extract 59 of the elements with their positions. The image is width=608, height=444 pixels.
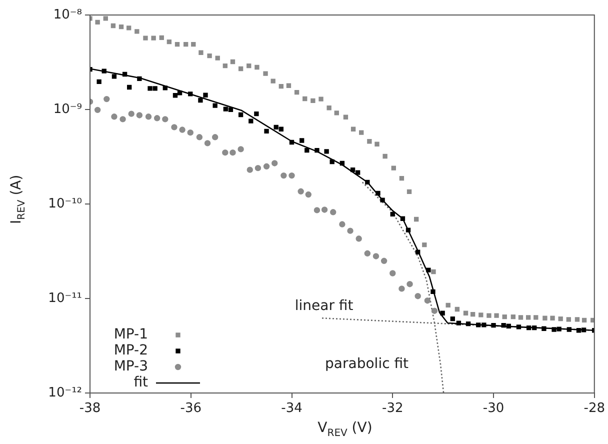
point [238, 146, 244, 152]
point [390, 270, 396, 276]
point [372, 253, 380, 260]
x-tick-label: -38 [79, 401, 101, 416]
point [321, 206, 328, 213]
point [424, 298, 431, 304]
x-tick-label: -34 [281, 401, 302, 416]
x-tick-label: -28 [584, 401, 605, 416]
point [111, 114, 118, 120]
point [254, 164, 262, 172]
y-tick-label: 10⁻¹² [48, 385, 82, 400]
point [298, 188, 304, 194]
point [222, 149, 228, 156]
point [94, 106, 101, 114]
point [288, 172, 295, 179]
point [398, 286, 405, 292]
point [431, 308, 438, 314]
x-tick-label: -36 [180, 401, 202, 416]
point [196, 134, 203, 140]
x-axis-title: V$_{REV}$ (V) [316, 420, 374, 439]
point [263, 163, 270, 170]
point [272, 160, 278, 166]
point [162, 116, 168, 122]
x-tick-label: -30 [482, 401, 504, 416]
x-tick-label: -32 [382, 401, 404, 416]
legend-label: MP-3 [114, 358, 148, 375]
legend-label: fit [134, 374, 149, 391]
point [305, 191, 312, 198]
y-tick-label: 10⁻¹⁰ [48, 196, 82, 212]
point [120, 116, 126, 122]
point [314, 207, 320, 214]
annotation: linear fit [294, 298, 354, 314]
point [230, 149, 236, 156]
point [187, 129, 194, 136]
point [406, 281, 413, 288]
point [364, 250, 371, 257]
point [136, 112, 143, 118]
point [330, 209, 336, 216]
point [339, 221, 346, 228]
point [347, 228, 354, 234]
y-tick-label: 10⁻⁹ [53, 102, 82, 117]
point [171, 124, 178, 130]
point [356, 236, 362, 242]
y-tick-label: 10⁻¹¹ [48, 290, 82, 306]
annotation: parabolic fit [325, 356, 410, 372]
point [204, 140, 211, 146]
point [414, 293, 421, 300]
legend-label: MP-2 [114, 342, 148, 359]
legend-label: MP-1 [114, 326, 148, 343]
point [104, 96, 110, 102]
point [246, 166, 253, 173]
point [179, 126, 186, 133]
point [154, 115, 160, 122]
point [145, 114, 152, 120]
point [128, 110, 134, 117]
y-tick-label: 10⁻⁸ [53, 7, 82, 22]
point [380, 258, 388, 264]
point [212, 134, 218, 140]
point [280, 172, 287, 179]
